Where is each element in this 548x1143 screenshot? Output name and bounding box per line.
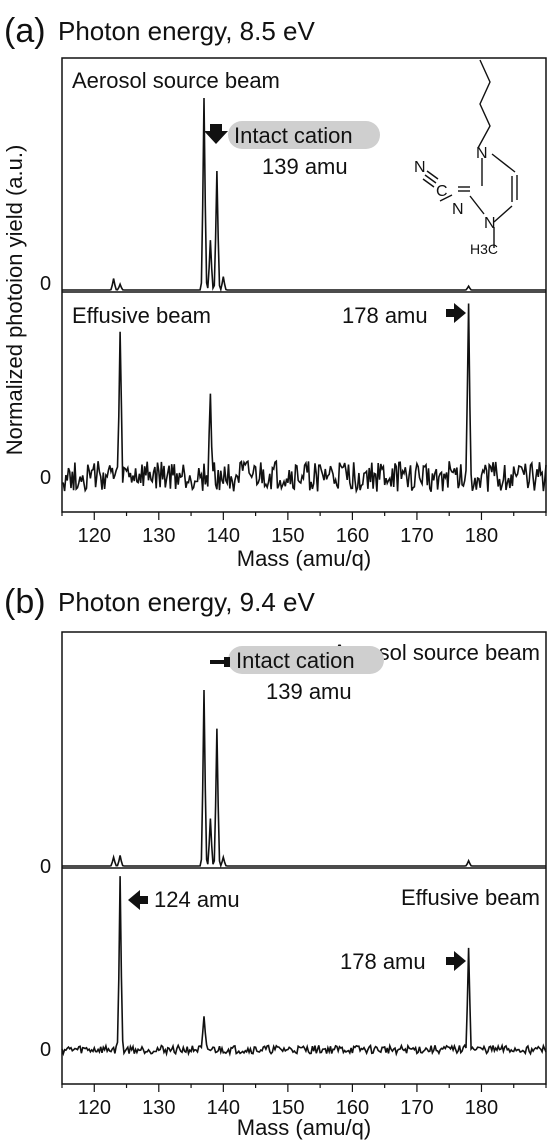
panel-b-frame [61, 631, 547, 1085]
panel-b-bottom-zero-label: 0 [40, 1039, 51, 1061]
y-axis-label: Normalized photoion yield (a.u.) [2, 145, 27, 456]
panel-b-intact-cation-annotation: Intact cation 139 amu [210, 646, 384, 704]
panel-a-title: Photon energy, 8.5 eV [58, 16, 315, 46]
x-tick-label: 170 [400, 1097, 433, 1119]
panel-a-label: (a) [4, 12, 46, 50]
panel-b-title: Photon energy, 9.4 eV [58, 587, 315, 617]
panel-a-bottom-subtitle: Effusive beam [72, 303, 211, 328]
x-tick-label: 150 [271, 525, 304, 547]
panel-b-effusive-trace [61, 876, 547, 1057]
molecule-atom-c: C [436, 183, 448, 200]
panel-b-down-arrow-icon [210, 660, 224, 664]
molecule-atom-n1: N [414, 159, 426, 176]
molecule-structure [422, 59, 518, 248]
x-tick-label: 130 [142, 525, 175, 547]
panel-b-178-amu-text: 178 amu [340, 949, 426, 974]
panel-a-frame [61, 57, 547, 513]
panel-b-right-arrow-icon [446, 951, 466, 971]
x-tick-label: 140 [207, 525, 240, 547]
panel-b-178-annotation: 178 amu [340, 949, 466, 974]
molecule-atom-n4: N [484, 215, 496, 232]
molecule-labels: N C N N N H3C [414, 145, 498, 257]
panel-b-x-axis: 120 130 140 150 160 170 180 [61, 1084, 547, 1119]
x-tick-label: 170 [400, 525, 433, 547]
x-tick-label: 140 [207, 1097, 240, 1119]
panel-a-effusive-trace [61, 303, 547, 494]
panel-a-x-label: Mass (amu/q) [237, 546, 371, 571]
x-tick-label: 160 [336, 1097, 369, 1119]
panel-b-x-label: Mass (amu/q) [237, 1115, 371, 1140]
x-tick-label: 160 [336, 525, 369, 547]
x-tick-label: 120 [78, 1097, 111, 1119]
panel-a-178-amu-text: 178 amu [342, 303, 428, 328]
panel-a-intact-cation-text: Intact cation [234, 123, 353, 148]
panel-b-124-amu-text: 124 amu [154, 887, 240, 912]
panel-a-x-axis: 120 130 140 150 160 170 180 [61, 512, 547, 547]
spectrum-line [62, 689, 546, 869]
panel-a-top-zero-label: 0 [40, 273, 51, 295]
panel-a: (a) Photon energy, 8.5 eV Aerosol source… [4, 12, 547, 571]
panel-a-aerosol-trace [62, 97, 546, 293]
panel-b-124-annotation: 124 amu [128, 887, 240, 912]
panel-b-left-arrow-icon [224, 650, 230, 674]
panel-a-top-subtitle: Aerosol source beam [72, 68, 280, 93]
panel-a-right-arrow-icon [446, 303, 466, 323]
panel-b: (b) Photon energy, 9.4 eV Aerosol source… [4, 583, 547, 1140]
panel-a-down-arrow-icon [204, 124, 228, 144]
panel-a-139-amu-text: 139 amu [262, 154, 348, 179]
panel-b-top-zero-label: 0 [40, 856, 51, 878]
molecule-atom-n2: N [452, 201, 464, 218]
panel-b-label: (b) [4, 583, 46, 621]
panel-a-intact-cation-annotation: Intact cation 139 amu [204, 121, 380, 179]
panel-b-intact-cation-pill [228, 646, 384, 674]
panel-b-bottom-subtitle: Effusive beam [401, 885, 540, 910]
x-tick-label: 180 [465, 525, 498, 547]
x-tick-label: 130 [142, 1097, 175, 1119]
panel-b-intact-cation-text: Intact cation [236, 648, 355, 673]
panel-a-bottom-zero-label: 0 [40, 467, 51, 489]
panel-a-178-annotation: 178 amu [342, 303, 466, 328]
x-tick-label: 150 [271, 1097, 304, 1119]
x-tick-label: 120 [78, 525, 111, 547]
x-tick-label: 180 [465, 1097, 498, 1119]
panel-b-139-amu-text: 139 amu [266, 679, 352, 704]
panel-b-124-left-arrow-icon [128, 890, 148, 910]
molecule-atom-h3c: H3C [470, 241, 498, 257]
molecule-atom-n3: N [476, 145, 488, 162]
panel-b-aerosol-trace [62, 689, 546, 869]
panel-a-intact-cation-pill [228, 121, 380, 149]
spectrum-line [61, 876, 547, 1057]
spectrum-line [62, 97, 546, 293]
spectrum-line [61, 303, 547, 494]
